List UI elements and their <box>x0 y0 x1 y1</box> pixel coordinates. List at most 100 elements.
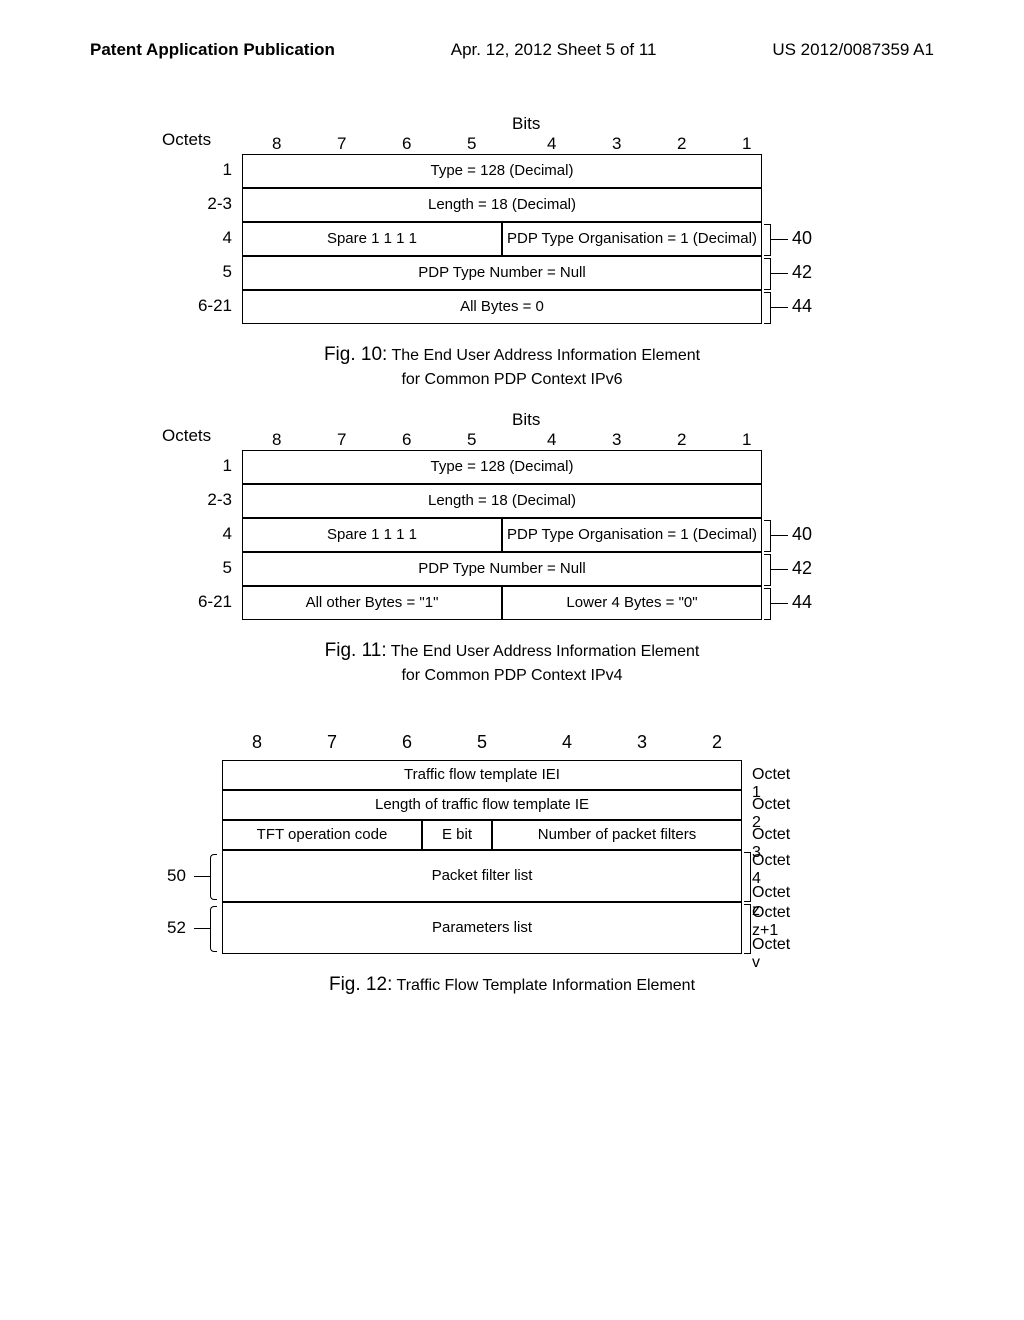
fig-caption-line1: The End User Address Information Element <box>391 347 700 364</box>
table-cell: E bit <box>422 820 492 850</box>
table-cell: Parameters list <box>222 902 742 954</box>
octet-label-right: Octet z+1 <box>752 904 790 940</box>
header-right: US 2012/0087359 A1 <box>772 40 934 60</box>
bit-num: 8 <box>272 430 281 450</box>
brace-left <box>210 854 217 900</box>
bit-num: 2 <box>677 134 686 154</box>
bits-label: Bits <box>512 114 540 134</box>
annotation-leader <box>770 535 788 536</box>
bit-num: 3 <box>637 732 647 753</box>
table-cell: Type = 128 (Decimal) <box>242 154 762 188</box>
table-row: 1Type = 128 (Decimal) <box>242 154 762 188</box>
table-cell: All Bytes = 0 <box>242 290 762 324</box>
table-cell: TFT operation code <box>222 820 422 850</box>
table-row: Parameters listOctet z+1Octet v52 <box>222 902 742 954</box>
fig-caption-line2: for Common PDP Context IPv6 <box>401 371 622 388</box>
fig-caption-line1: The End User Address Information Element <box>391 643 700 660</box>
table-cell: Number of packet filters <box>492 820 742 850</box>
figure-10: Octets Bits 8 7 6 5 4 3 2 1 1Type = 128 … <box>172 130 852 391</box>
annotation-number: 50 <box>167 866 186 886</box>
table-cell: Spare 1 1 1 1 <box>242 518 502 552</box>
table-cell: PDP Type Organisation = 1 (Decimal) <box>502 518 762 552</box>
row-octet-label: 2-3 <box>187 194 232 214</box>
bit-num: 3 <box>612 430 621 450</box>
octet-label-right: Octet 4 <box>752 852 790 888</box>
bits-label: Bits <box>512 410 540 430</box>
fig-number: Fig. 11: <box>325 640 387 661</box>
octets-label: Octets <box>162 426 211 446</box>
bit-num: 4 <box>547 134 556 154</box>
row-octet-label: 4 <box>187 524 232 544</box>
bit-num: 1 <box>742 430 751 450</box>
row-octet-label: 4 <box>187 228 232 248</box>
annotation-bracket <box>764 554 771 586</box>
fig10-bits-header: Octets Bits 8 7 6 5 4 3 2 1 <box>172 130 852 154</box>
annotation-leader <box>194 876 210 877</box>
annotation-number: 44 <box>792 592 812 613</box>
annotation-leader <box>770 569 788 570</box>
table-row: Traffic flow template IEIOctet 1 <box>222 760 742 790</box>
row-octet-label: 6-21 <box>187 296 232 316</box>
table-cell: Type = 128 (Decimal) <box>242 450 762 484</box>
brace-right <box>744 904 751 954</box>
table-row: 2-3Length = 18 (Decimal) <box>242 484 762 518</box>
table-row: TFT operation codeE bitNumber of packet … <box>222 820 742 850</box>
octets-label: Octets <box>162 130 211 150</box>
row-octet-label: 2-3 <box>187 490 232 510</box>
fig10-caption: Fig. 10: The End User Address Informatio… <box>172 342 852 391</box>
figure-11: Octets Bits 8 7 6 5 4 3 2 1 1Type = 128 … <box>172 426 852 687</box>
fig-number: Fig. 10: <box>324 344 387 365</box>
table-cell: Lower 4 Bytes = "0" <box>502 586 762 620</box>
annotation-leader <box>770 603 788 604</box>
table-cell: Length = 18 (Decimal) <box>242 484 762 518</box>
row-octet-label: 1 <box>187 456 232 476</box>
bit-num: 5 <box>467 134 476 154</box>
fig12-table: Traffic flow template IEIOctet 1Length o… <box>132 760 892 954</box>
header-left: Patent Application Publication <box>90 40 335 60</box>
bit-num: 8 <box>252 732 262 753</box>
table-row: 2-3Length = 18 (Decimal) <box>242 188 762 222</box>
table-cell: Length of traffic flow template IE <box>222 790 742 820</box>
header-middle: Apr. 12, 2012 Sheet 5 of 11 <box>451 40 657 60</box>
table-row: Length of traffic flow template IEOctet … <box>222 790 742 820</box>
table-row: 4Spare 1 1 1 1PDP Type Organisation = 1 … <box>242 518 762 552</box>
table-row: 1Type = 128 (Decimal) <box>242 450 762 484</box>
annotation-leader <box>770 239 788 240</box>
bit-num: 1 <box>742 134 751 154</box>
bit-num: 7 <box>337 134 346 154</box>
brace-left <box>210 906 217 952</box>
brace-right <box>744 852 751 902</box>
fig-number: Fig. 12: <box>329 974 392 995</box>
bit-num: 8 <box>272 134 281 154</box>
fig12-caption: Fig. 12: Traffic Flow Template Informati… <box>132 972 892 999</box>
bit-num: 2 <box>712 732 722 753</box>
fig11-table: 1Type = 128 (Decimal)2-3Length = 18 (Dec… <box>172 450 852 620</box>
table-cell: PDP Type Number = Null <box>242 256 762 290</box>
table-cell: Packet filter list <box>222 850 742 902</box>
fig-caption-line2: for Common PDP Context IPv4 <box>401 667 622 684</box>
fig11-bits-header: Octets Bits 8 7 6 5 4 3 2 1 <box>172 426 852 450</box>
octet-label-right: Octet v <box>752 936 790 972</box>
annotation-bracket <box>764 258 771 290</box>
bit-num: 6 <box>402 732 412 753</box>
table-row: 4Spare 1 1 1 1PDP Type Organisation = 1 … <box>242 222 762 256</box>
table-cell: Length = 18 (Decimal) <box>242 188 762 222</box>
bit-num: 7 <box>327 732 337 753</box>
annotation-bracket <box>764 588 771 620</box>
table-row: 5PDP Type Number = Null42 <box>242 552 762 586</box>
annotation-bracket <box>764 224 771 256</box>
bit-num: 3 <box>612 134 621 154</box>
fig-caption-text: Traffic Flow Template Information Elemen… <box>397 977 696 994</box>
figure-12: 8 7 6 5 4 3 2 Traffic flow template IEIO… <box>132 732 892 999</box>
fig10-table: 1Type = 128 (Decimal)2-3Length = 18 (Dec… <box>172 154 852 324</box>
table-cell: All other Bytes = "1" <box>242 586 502 620</box>
annotation-bracket <box>764 292 771 324</box>
annotation-number: 44 <box>792 296 812 317</box>
page-header: Patent Application Publication Apr. 12, … <box>90 40 934 60</box>
annotation-number: 42 <box>792 262 812 283</box>
annotation-number: 40 <box>792 524 812 545</box>
table-cell: PDP Type Number = Null <box>242 552 762 586</box>
bit-num: 6 <box>402 134 411 154</box>
annotation-number: 40 <box>792 228 812 249</box>
fig12-bits-header: 8 7 6 5 4 3 2 <box>232 732 892 760</box>
